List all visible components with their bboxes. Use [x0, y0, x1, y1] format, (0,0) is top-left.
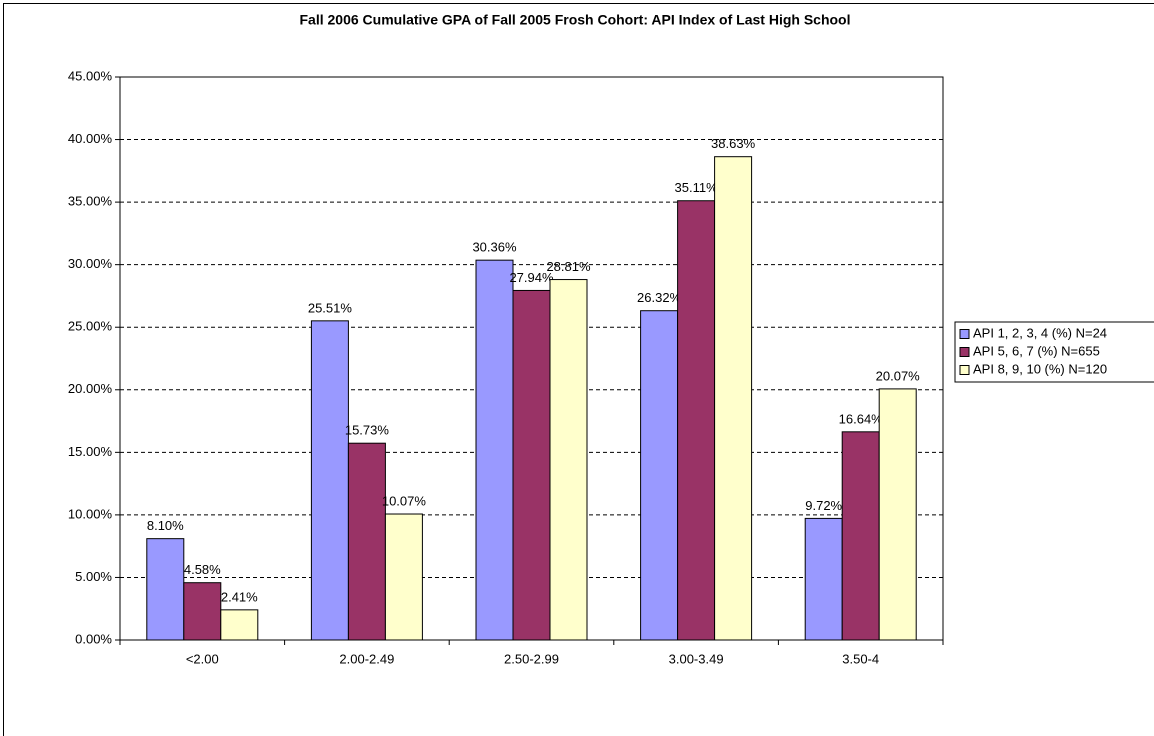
- y-tick-label: 20.00%: [68, 381, 113, 396]
- x-tick-label: 2.50-2.99: [504, 651, 559, 666]
- bar: [714, 156, 753, 641]
- bar: [804, 517, 843, 641]
- y-tick-label: 10.00%: [68, 506, 113, 521]
- bar: [220, 609, 259, 641]
- data-label: 27.94%: [509, 270, 554, 285]
- data-label: 30.36%: [472, 240, 517, 255]
- data-label: 9.72%: [805, 498, 842, 513]
- data-label: 10.07%: [382, 493, 427, 508]
- data-label: 16.64%: [839, 411, 884, 426]
- y-tick-label: 0.00%: [75, 631, 112, 646]
- legend-label: API 8, 9, 10 (%) N=120: [973, 361, 1107, 376]
- legend-swatch: [959, 347, 970, 357]
- bar: [878, 388, 917, 641]
- x-tick-label: 3.00-3.49: [669, 651, 724, 666]
- bar: [640, 310, 679, 641]
- bar: [677, 200, 716, 641]
- bar: [549, 279, 588, 641]
- y-tick-label: 45.00%: [68, 68, 113, 83]
- data-label: 35.11%: [675, 180, 719, 195]
- x-tick-label: 3.50-4: [842, 651, 879, 666]
- legend-swatch: [959, 329, 970, 339]
- y-tick-label: 40.00%: [68, 131, 113, 146]
- x-tick-label: <2.00: [186, 651, 219, 666]
- chart-title: Fall 2006 Cumulative GPA of Fall 2005 Fr…: [299, 12, 850, 28]
- data-label: 28.81%: [546, 259, 591, 274]
- y-tick-label: 25.00%: [68, 319, 113, 334]
- bar: [183, 582, 222, 641]
- data-label: 15.73%: [345, 423, 390, 438]
- data-label: 25.51%: [308, 300, 353, 315]
- bar: [512, 289, 551, 641]
- data-label: 8.10%: [147, 518, 184, 533]
- legend-box: [954, 321, 1154, 383]
- y-tick-label: 5.00%: [75, 569, 112, 584]
- data-label: 20.07%: [876, 368, 921, 383]
- data-label: 38.63%: [711, 136, 756, 151]
- y-tick-label: 30.00%: [68, 256, 113, 271]
- bar: [347, 442, 386, 641]
- data-label: 2.41%: [221, 589, 258, 604]
- legend-label: API 5, 6, 7 (%) N=655: [973, 343, 1100, 358]
- bar: [310, 320, 349, 641]
- bar: [841, 431, 880, 641]
- bar: [384, 513, 423, 641]
- legend-swatch: [959, 365, 970, 375]
- x-tick-label: 2.00-2.49: [339, 651, 394, 666]
- y-tick-label: 15.00%: [68, 444, 113, 459]
- legend-label: API 1, 2, 3, 4 (%) N=24: [973, 325, 1107, 340]
- y-tick-label: 35.00%: [68, 194, 113, 209]
- data-label: 4.58%: [184, 562, 221, 577]
- data-label: 26.32%: [637, 290, 682, 305]
- bar: [146, 538, 185, 641]
- bar: [475, 259, 514, 641]
